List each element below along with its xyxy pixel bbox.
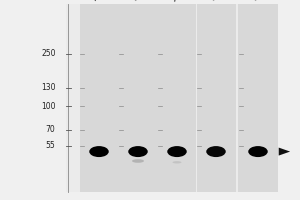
Text: 100: 100 <box>41 102 56 111</box>
FancyBboxPatch shape <box>196 4 236 192</box>
Ellipse shape <box>132 159 144 163</box>
Text: 130: 130 <box>41 83 56 92</box>
Text: Jurkat: Jurkat <box>169 0 192 2</box>
FancyBboxPatch shape <box>238 4 278 192</box>
FancyBboxPatch shape <box>66 4 276 192</box>
FancyBboxPatch shape <box>80 4 118 192</box>
Text: A549: A549 <box>91 0 112 2</box>
Ellipse shape <box>128 146 148 157</box>
Text: 55: 55 <box>46 141 56 150</box>
Text: 70: 70 <box>46 125 56 134</box>
Ellipse shape <box>248 146 268 157</box>
Ellipse shape <box>89 146 109 157</box>
Ellipse shape <box>206 146 226 157</box>
Ellipse shape <box>167 146 187 157</box>
FancyBboxPatch shape <box>158 4 196 192</box>
FancyBboxPatch shape <box>118 4 158 192</box>
Ellipse shape <box>172 161 182 163</box>
Text: MCF-7: MCF-7 <box>208 0 232 2</box>
Text: 250: 250 <box>41 49 56 58</box>
Polygon shape <box>279 148 290 156</box>
Text: NCI-H292: NCI-H292 <box>250 0 283 2</box>
Text: Daudi: Daudi <box>130 0 153 2</box>
